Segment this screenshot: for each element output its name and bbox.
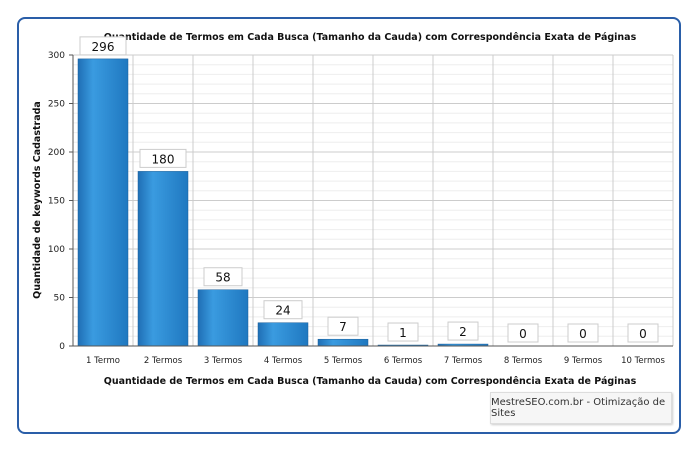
data-label-box xyxy=(387,322,419,342)
data-label: 0 xyxy=(639,327,647,341)
data-label-box xyxy=(327,316,359,336)
bar xyxy=(257,322,309,347)
data-label-box xyxy=(263,300,303,320)
data-label-box xyxy=(203,267,243,287)
y-tick-label: 50 xyxy=(54,294,66,304)
x-tick-label: 2 Termos xyxy=(144,356,183,366)
data-label-box xyxy=(447,321,479,341)
data-label-box xyxy=(139,148,187,168)
credit-box: MestreSEO.com.br - Otimização de Sites xyxy=(490,392,672,424)
x-axis-label: Quantidade de Termos em Cada Busca (Tama… xyxy=(104,376,637,387)
data-label: 7 xyxy=(339,320,347,334)
x-tick-label: 3 Termos xyxy=(204,356,243,366)
data-label: 58 xyxy=(215,271,230,285)
data-label: 24 xyxy=(275,304,290,318)
x-tick-label: 8 Termos xyxy=(504,356,543,366)
bar xyxy=(197,289,249,347)
y-axis-label: Quantidade de keywords Cadastrada xyxy=(32,101,43,299)
data-label: 1 xyxy=(399,326,407,340)
x-tick-label: 4 Termos xyxy=(264,356,303,366)
x-tick-label: 7 Termos xyxy=(444,356,483,366)
data-label-box xyxy=(567,323,599,343)
data-label: 2 xyxy=(459,325,467,339)
y-tick-label: 300 xyxy=(48,51,65,61)
y-tick-label: 250 xyxy=(48,100,65,110)
chart-title: Quantidade de Termos em Cada Busca (Tama… xyxy=(104,32,637,43)
x-tick-label: 10 Termos xyxy=(621,356,665,366)
x-tick-label: 5 Termos xyxy=(324,356,363,366)
data-label: 296 xyxy=(92,40,115,54)
x-tick-label: 1 Termo xyxy=(86,356,120,366)
y-tick-label: 100 xyxy=(48,245,65,255)
y-tick-label: 0 xyxy=(59,342,65,352)
data-label: 0 xyxy=(579,327,587,341)
data-label-box xyxy=(79,36,127,56)
x-tick-label: 9 Termos xyxy=(564,356,603,366)
data-label-box xyxy=(627,323,659,343)
bar xyxy=(137,171,189,347)
data-label: 180 xyxy=(152,152,175,166)
y-tick-label: 150 xyxy=(48,197,65,207)
data-label: 0 xyxy=(519,327,527,341)
bar xyxy=(77,58,129,347)
x-tick-label: 6 Termos xyxy=(384,356,423,366)
y-tick-label: 200 xyxy=(48,148,65,158)
data-label-box xyxy=(507,323,539,343)
bar xyxy=(317,338,369,347)
